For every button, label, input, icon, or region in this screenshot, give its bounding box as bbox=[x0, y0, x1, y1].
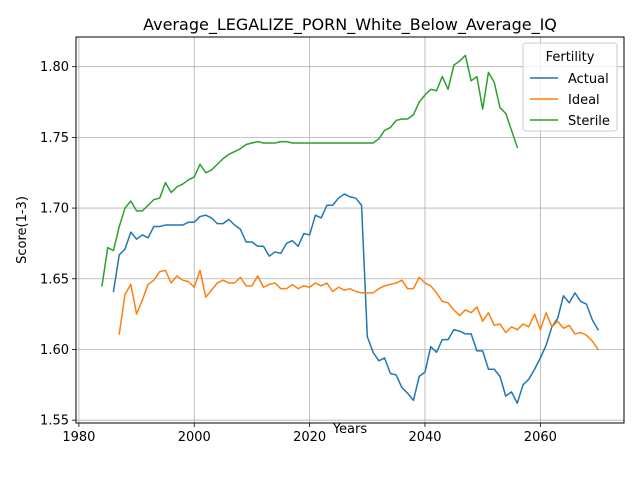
x-tick-label: 1980 bbox=[62, 430, 95, 445]
y-tick-label: 1.65 bbox=[40, 272, 69, 287]
x-tick-label: 2020 bbox=[293, 430, 326, 445]
legend-title: Fertility bbox=[546, 50, 595, 65]
x-axis-title: Years bbox=[332, 422, 368, 437]
y-axis-title: Score(1-3) bbox=[15, 196, 30, 264]
x-axis-ticks: 1980 2000 2020 2040 2060 bbox=[62, 423, 557, 445]
legend-label-ideal: Ideal bbox=[568, 93, 600, 108]
legend: Fertility Actual Ideal Sterile bbox=[522, 42, 618, 132]
y-tick-label: 1.55 bbox=[40, 414, 69, 429]
series-line-actual bbox=[112, 193, 600, 404]
y-tick-label: 1.75 bbox=[40, 131, 69, 146]
x-tick-label: 2060 bbox=[524, 430, 557, 445]
x-tick-label: 2040 bbox=[408, 430, 441, 445]
legend-box bbox=[522, 42, 618, 132]
chart-title: Average_LEGALIZE_PORN_White_Below_Averag… bbox=[143, 15, 557, 35]
y-tick-label: 1.60 bbox=[40, 343, 69, 358]
x-tick-label: 2000 bbox=[178, 430, 211, 445]
legend-label-sterile: Sterile bbox=[568, 114, 610, 129]
y-tick-label: 1.80 bbox=[40, 60, 69, 75]
y-axis-ticks: 1.55 1.60 1.65 1.70 1.75 1.80 bbox=[40, 60, 76, 429]
series-line-ideal bbox=[118, 269, 600, 351]
legend-label-actual: Actual bbox=[568, 72, 609, 87]
plot-area-frame bbox=[75, 36, 625, 424]
legend-entries: Actual Ideal Sterile bbox=[530, 72, 610, 129]
series-line-sterile bbox=[101, 54, 519, 287]
series-lines bbox=[101, 54, 600, 404]
y-tick-label: 1.70 bbox=[40, 202, 69, 217]
